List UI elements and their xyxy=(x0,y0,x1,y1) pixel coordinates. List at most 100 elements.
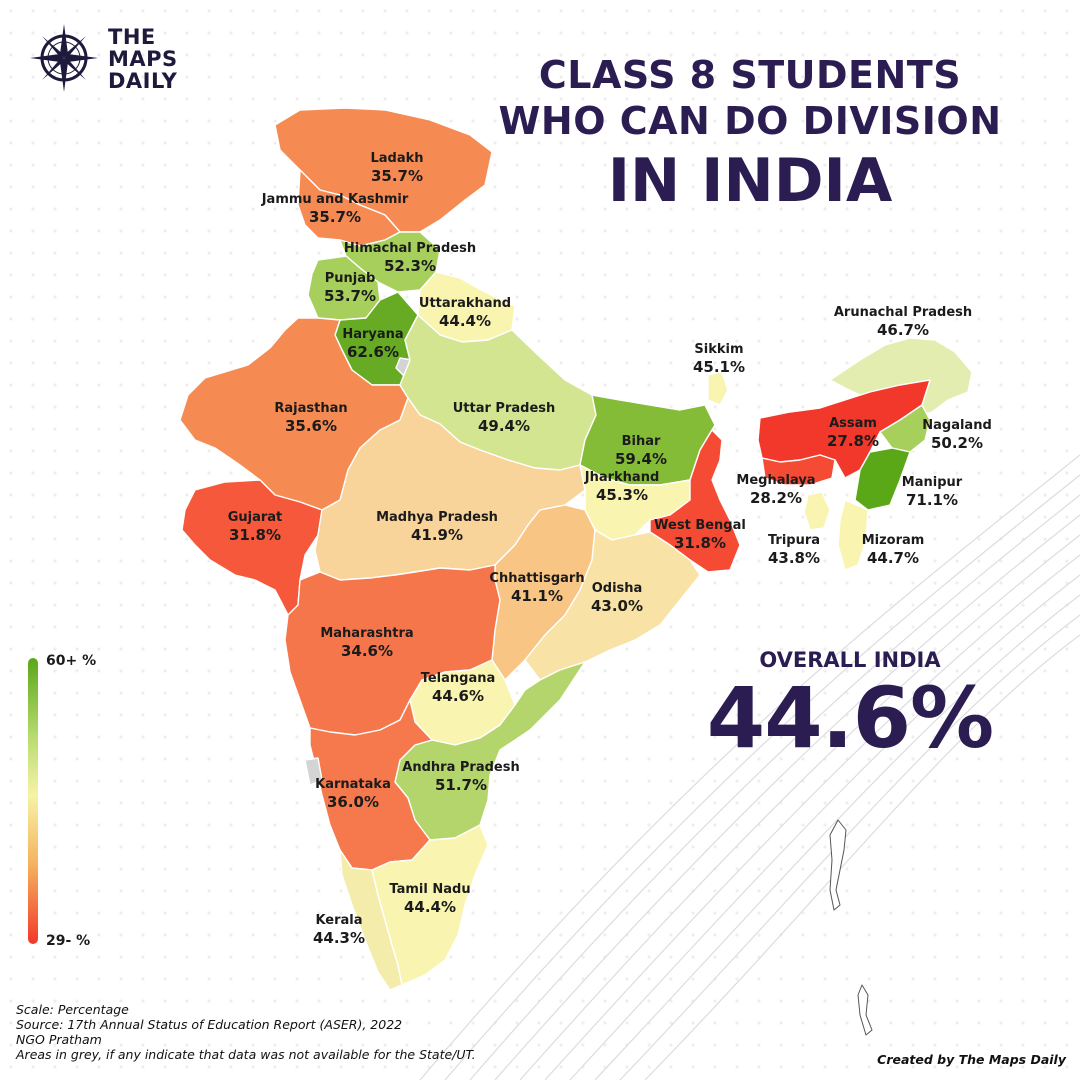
state-label-maharashtra: Maharashtra 34.6% xyxy=(320,625,413,660)
state-name: Kerala xyxy=(315,913,363,928)
region-andaman-islands xyxy=(829,819,847,911)
region-nagaland xyxy=(879,404,931,453)
state-name: Jammu and Kashmir xyxy=(261,192,409,207)
state-value: 27.8% xyxy=(826,432,880,450)
state-value: 34.6% xyxy=(340,642,394,660)
region-tripura xyxy=(803,491,831,531)
state-name: Arunachal Pradesh xyxy=(833,305,973,320)
overall-label: OVERALL INDIA xyxy=(759,648,941,672)
state-value: 31.8% xyxy=(228,526,282,544)
title-line-3: IN INDIA xyxy=(607,146,893,216)
state-value: 44.4% xyxy=(438,312,492,330)
state-name: Tamil Nadu xyxy=(389,882,471,897)
state-name: West Bengal xyxy=(654,518,746,533)
state-label-sikkim: Sikkim 45.1% xyxy=(693,341,745,376)
state-label-tripura: Tripura 43.8% xyxy=(768,532,820,567)
state-label-telangana: Telangana 44.6% xyxy=(421,670,496,705)
state-value: 43.8% xyxy=(767,549,821,567)
state-name: Punjab xyxy=(324,271,376,286)
footer-notes: Scale: Percentage Source: 17th Annual St… xyxy=(16,1002,476,1062)
compass-icon xyxy=(30,24,98,92)
brand-name: THE MAPS DAILY xyxy=(108,26,178,92)
state-label-chhattisgarh: Chhattisgarh 41.1% xyxy=(489,570,584,605)
state-label-punjab: Punjab 53.7% xyxy=(324,270,376,305)
page-title: CLASS 8 STUDENTS WHO CAN DO DIVISION IN … xyxy=(470,52,1030,216)
state-value: 35.6% xyxy=(284,417,338,435)
state-label-himachal-pradesh: Himachal Pradesh 52.3% xyxy=(344,240,476,275)
region-goa-no-data xyxy=(304,757,323,786)
state-name: Assam xyxy=(829,416,877,431)
region-west-bengal xyxy=(649,429,741,573)
state-name: Rajasthan xyxy=(274,401,348,416)
state-value: 46.7% xyxy=(876,321,930,339)
region-manipur xyxy=(854,447,911,511)
state-name: Jharkhand xyxy=(584,470,660,485)
state-value: 35.7% xyxy=(370,167,424,185)
state-label-manipur: Manipur 71.1% xyxy=(902,474,962,509)
footer-source: Source: 17th Annual Status of Education … xyxy=(16,1017,403,1032)
state-value: 45.1% xyxy=(692,358,746,376)
state-label-madhya-pradesh: Madhya Pradesh 41.9% xyxy=(376,509,498,544)
state-label-arunachal-pradesh: Arunachal Pradesh 46.7% xyxy=(834,304,972,339)
state-value: 28.2% xyxy=(749,489,803,507)
brand-logo: THE MAPS DAILY xyxy=(28,22,268,102)
state-name: Odisha xyxy=(591,581,643,596)
state-label-tamil-nadu: Tamil Nadu 44.4% xyxy=(389,881,470,916)
state-value: 62.6% xyxy=(346,343,400,361)
state-value: 44.4% xyxy=(403,898,457,916)
title-line-2: WHO CAN DO DIVISION xyxy=(498,99,1002,143)
brand-line-1: THE xyxy=(108,25,156,49)
region-sikkim xyxy=(707,371,729,406)
state-name: Uttar Pradesh xyxy=(452,401,556,416)
state-value: 45.3% xyxy=(595,486,649,504)
state-name: Maharashtra xyxy=(320,626,414,641)
state-label-kerala: Kerala 44.3% xyxy=(313,912,365,947)
state-label-ladakh: Ladakh 35.7% xyxy=(370,150,423,185)
state-label-jammu-and-kashmir: Jammu and Kashmir 35.7% xyxy=(262,191,409,226)
state-value: 51.7% xyxy=(434,776,488,794)
state-name: Gujarat xyxy=(227,510,283,525)
region-meghalaya xyxy=(761,454,836,486)
state-label-uttar-pradesh: Uttar Pradesh 49.4% xyxy=(453,400,556,435)
state-value: 41.1% xyxy=(510,587,564,605)
state-label-gujarat: Gujarat 31.8% xyxy=(228,509,283,544)
state-name: Madhya Pradesh xyxy=(376,510,498,525)
footer-scale: Scale: Percentage xyxy=(16,1002,129,1017)
state-label-meghalaya: Meghalaya 28.2% xyxy=(736,472,815,507)
state-name: Bihar xyxy=(621,434,661,449)
state-value: 44.7% xyxy=(866,549,920,567)
state-value: 43.0% xyxy=(590,597,644,615)
region-mizoram xyxy=(837,499,869,571)
state-value: 44.3% xyxy=(312,929,366,947)
region-nicobar-islands xyxy=(857,984,873,1036)
state-label-andhra-pradesh: Andhra Pradesh 51.7% xyxy=(402,759,519,794)
state-name: Mizoram xyxy=(861,533,925,548)
state-label-west-bengal: West Bengal 31.8% xyxy=(654,517,746,552)
state-name: Andhra Pradesh xyxy=(402,760,520,775)
state-label-karnataka: Karnataka 36.0% xyxy=(315,776,391,811)
state-value: 71.1% xyxy=(905,491,959,509)
state-label-uttarakhand: Uttarakhand 44.4% xyxy=(419,295,511,330)
state-label-bihar: Bihar 59.4% xyxy=(615,433,667,468)
state-name: Ladakh xyxy=(370,151,424,166)
state-name: Himachal Pradesh xyxy=(343,241,477,256)
state-name: Uttarakhand xyxy=(418,296,512,311)
legend-top-label: 60+ % xyxy=(46,653,97,669)
overall-india-stat: OVERALL INDIA 44.6% xyxy=(700,648,1000,764)
state-value: 35.7% xyxy=(308,208,362,226)
legend-bottom-label: 29- % xyxy=(46,933,91,949)
state-value: 41.9% xyxy=(410,526,464,544)
state-name: Haryana xyxy=(342,327,404,342)
state-value: 53.7% xyxy=(323,287,377,305)
state-name: Meghalaya xyxy=(736,473,816,488)
state-value: 50.2% xyxy=(930,434,984,452)
region-karnataka xyxy=(309,699,433,871)
brand-line-2: MAPS xyxy=(108,47,178,71)
state-value: 49.4% xyxy=(477,417,531,435)
state-name: Karnataka xyxy=(315,777,391,792)
state-value: 59.4% xyxy=(614,450,668,468)
legend-color-scale xyxy=(28,658,38,944)
state-label-jharkhand: Jharkhand 45.3% xyxy=(585,469,660,504)
